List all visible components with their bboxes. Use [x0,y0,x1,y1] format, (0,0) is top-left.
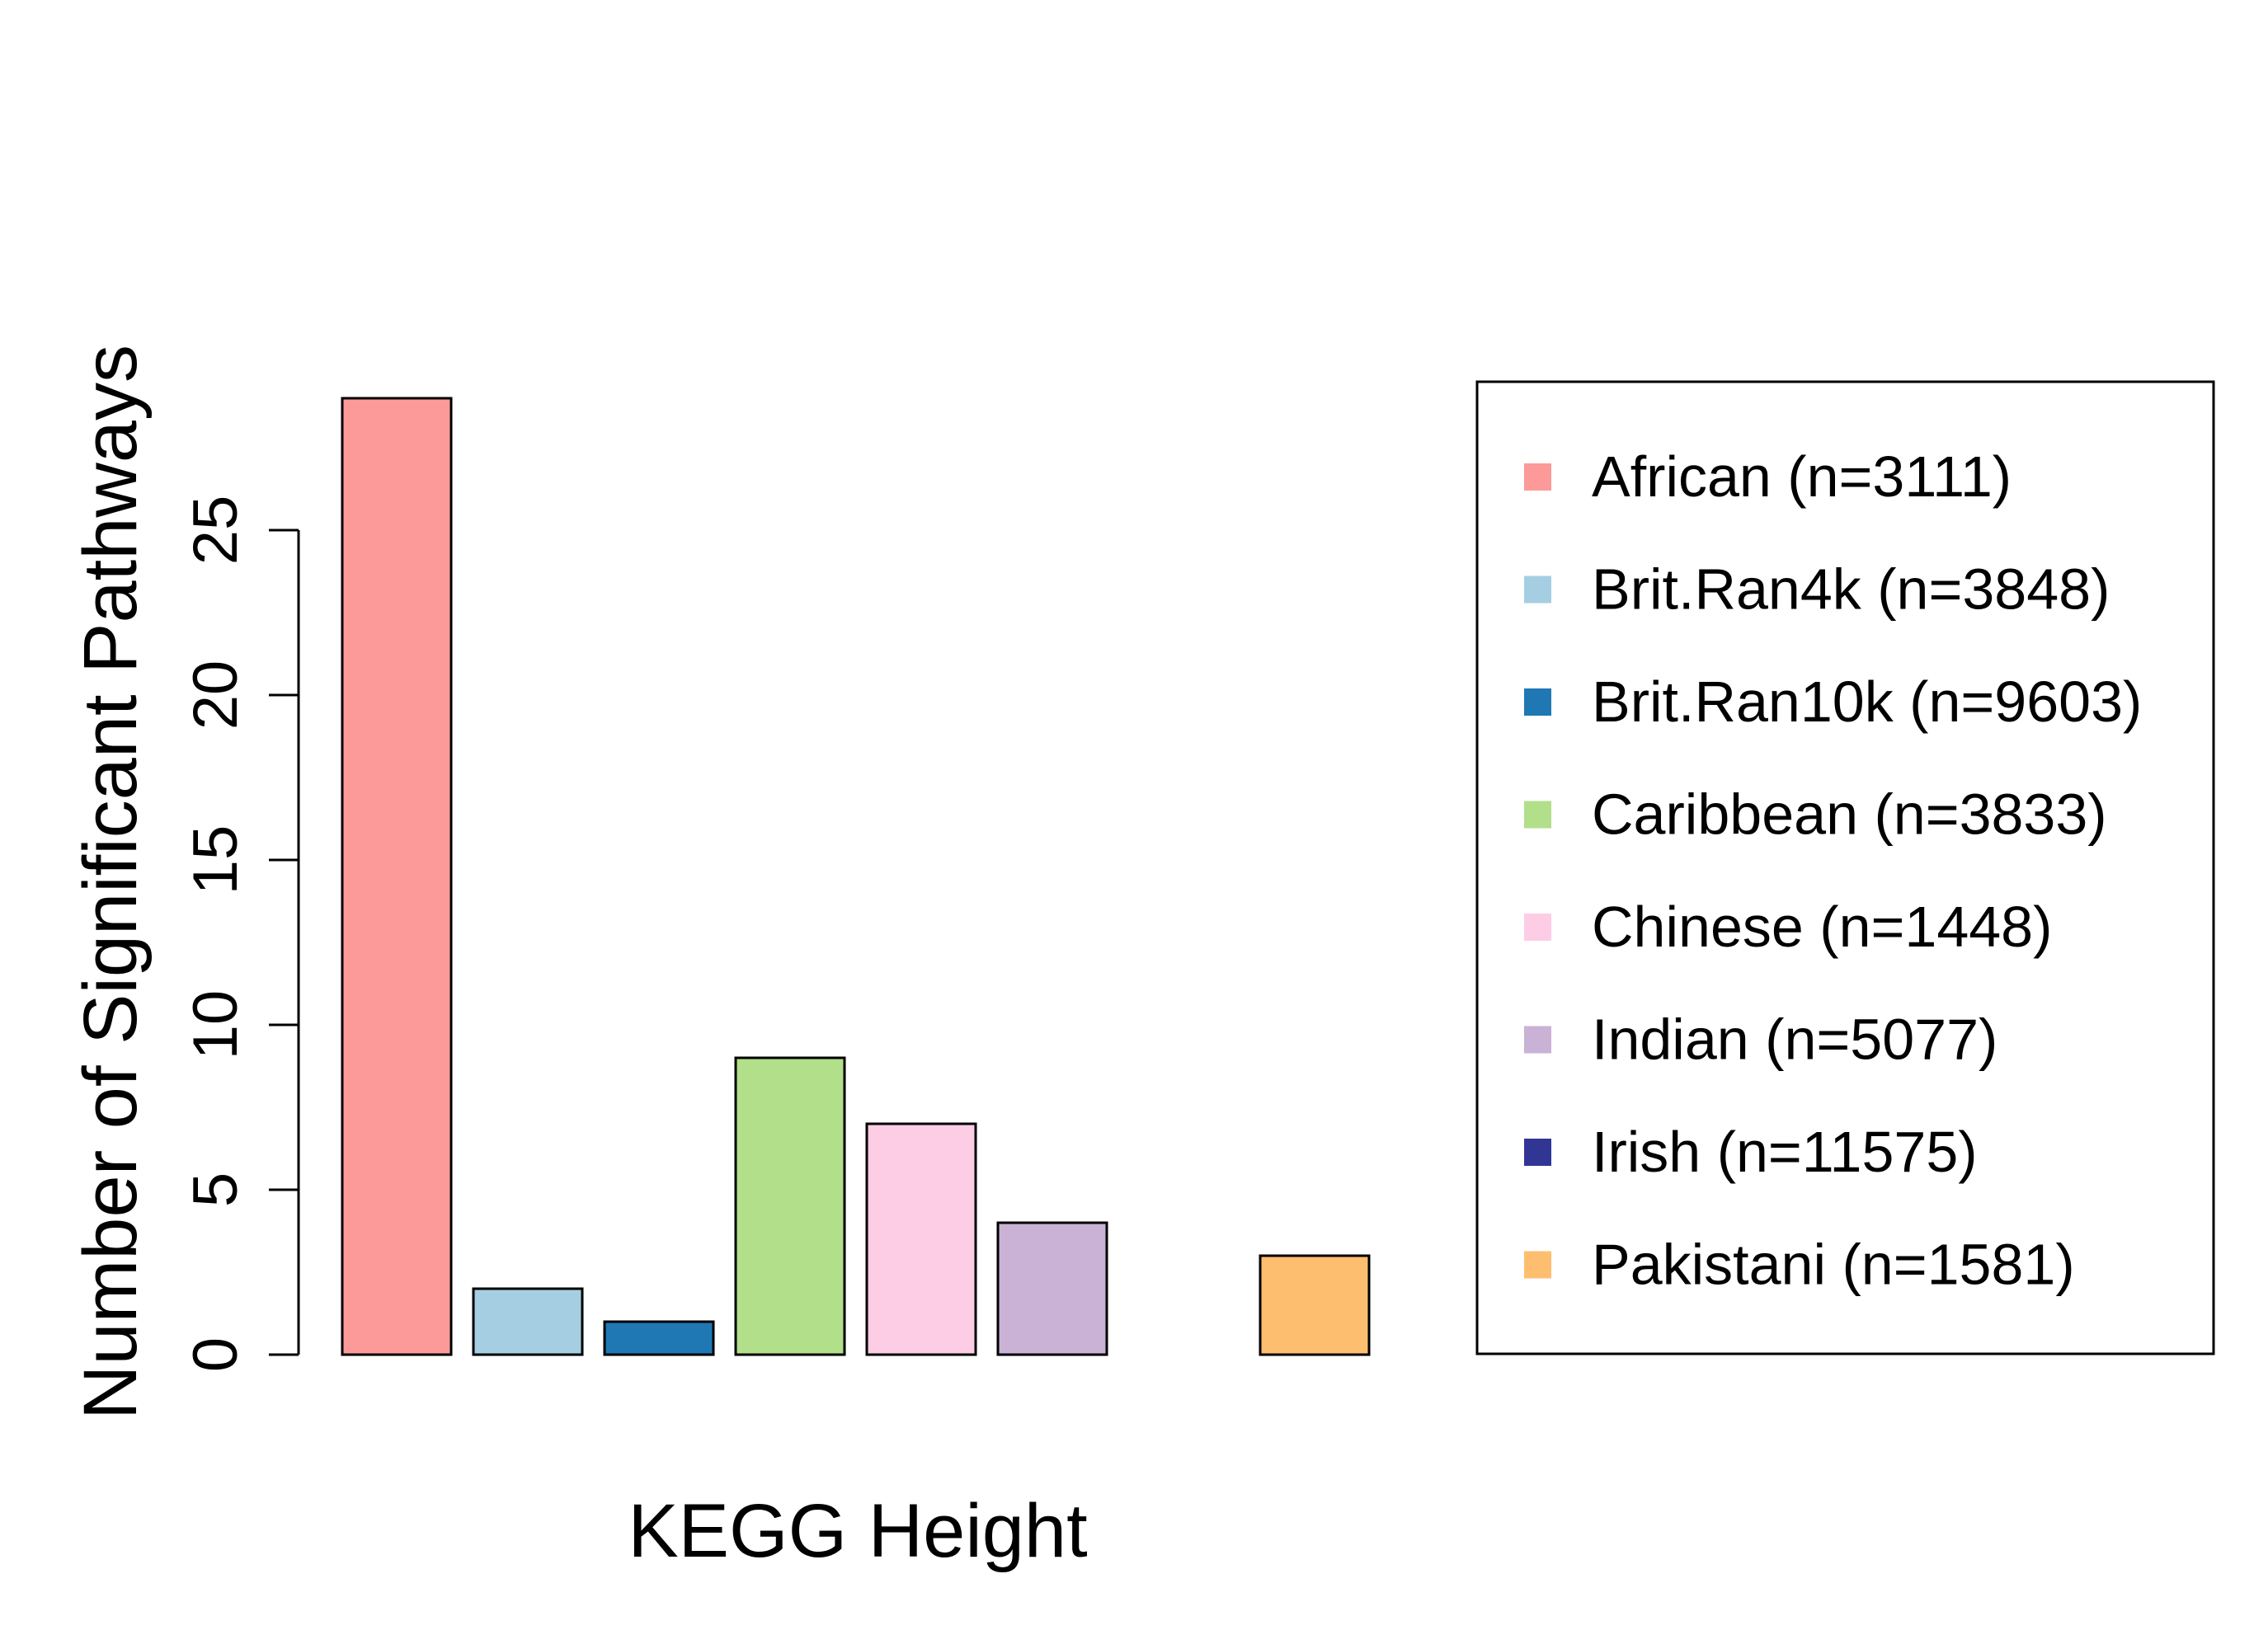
legend-swatch-4 [1524,914,1551,941]
bar-0 [341,397,453,1356]
bar-1 [472,1287,584,1356]
legend-swatch-5 [1524,1026,1551,1054]
legend-swatch-0 [1524,463,1551,491]
legend-label-2: Brit.Ran10k (n=9603) [1592,669,2142,734]
bar-7 [1259,1254,1371,1356]
legend-label-3: Caribbean (n=3833) [1592,782,2107,847]
bar-3 [734,1056,846,1356]
y-tick-label-10: 10 [181,990,251,1060]
legend-label-1: Brit.Ran4k (n=3848) [1592,557,2110,622]
legend-swatch-6 [1524,1139,1551,1166]
legend-label-7: Pakistani (n=1581) [1592,1233,2075,1297]
y-tick-label-25: 25 [181,496,251,566]
legend-swatch-3 [1524,801,1551,829]
bars-layer [341,397,1371,1356]
legend: African (n=3111) Brit.Ran4k (n=3848) Brit.… [1475,380,2215,1355]
y-axis: 0 5 10 15 20 25 [181,496,300,1372]
legend-swatch-1 [1524,576,1551,604]
legend-swatch-2 [1524,688,1551,716]
bar-5 [996,1221,1108,1356]
x-axis-title: KEGG Height [628,1489,1087,1573]
y-axis-title: Number of Significant Pathways [68,345,153,1420]
legend-box [1475,380,2215,1355]
legend-label-5: Indian (n=5077) [1592,1008,1997,1072]
legend-label-4: Chinese (n=1448) [1592,895,2052,959]
legend-swatch-7 [1524,1251,1551,1279]
bar-4 [865,1122,977,1356]
bar-2 [603,1320,715,1356]
legend-label-0: African (n=3111) [1592,444,2012,509]
y-tick-label-5: 5 [181,1172,251,1207]
y-tick-label-15: 15 [181,825,251,895]
y-tick-label-20: 20 [181,660,251,731]
legend-label-6: Irish (n=11575) [1592,1120,1978,1184]
y-tick-label-0: 0 [181,1337,251,1372]
